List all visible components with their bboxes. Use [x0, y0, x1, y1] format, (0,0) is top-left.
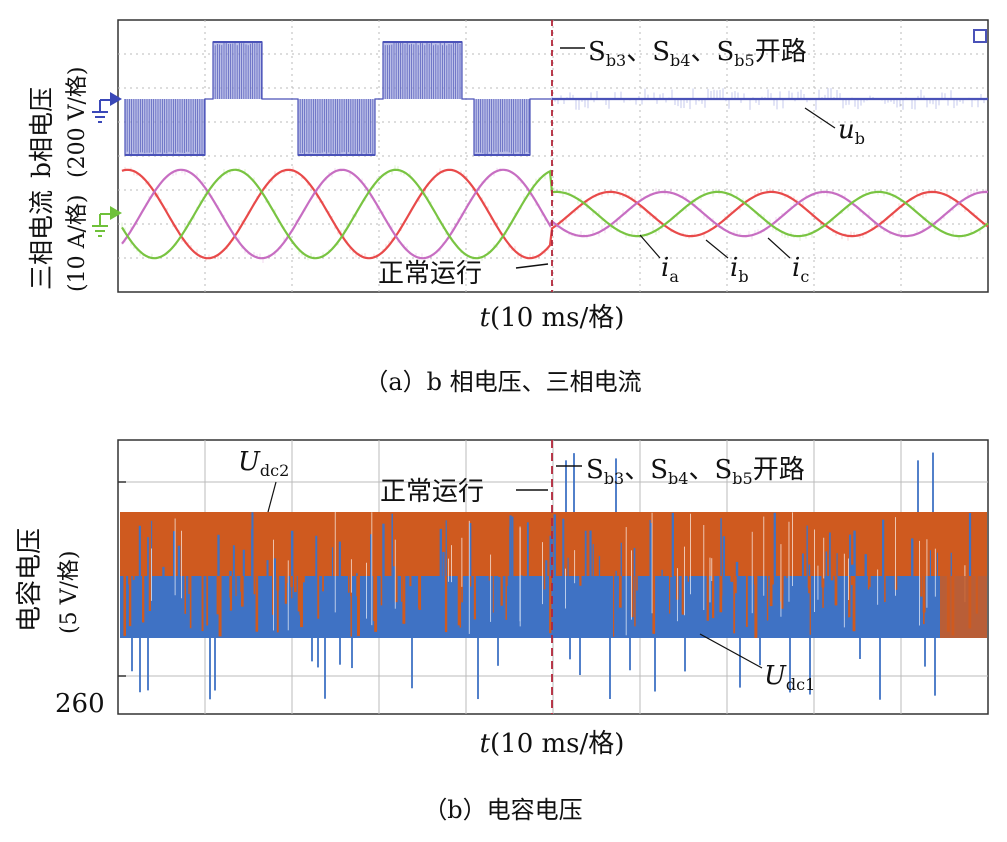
udc-traces [120, 452, 987, 700]
ylabel-left-2: (10 A/格) [65, 195, 90, 292]
udc2-late [940, 576, 987, 638]
xlabel-a-unit: (10 ms/格) [490, 303, 624, 333]
udc1-band [120, 576, 987, 638]
current-ground-marker [92, 206, 122, 237]
ylabel-b-group: 电容电压 [15, 528, 45, 632]
caption-a: （a）b 相电压、三相电流 [364, 368, 641, 396]
ub-ground-marker [92, 92, 122, 123]
udc2-leader [267, 481, 277, 513]
ylabel-left-1: 三相电流 [27, 190, 56, 290]
udc1-label: Udc1 [764, 661, 815, 694]
ylabel-right-1: b相电压 [27, 87, 56, 178]
scope-marker-icon [973, 29, 987, 43]
ic-leader [767, 237, 791, 259]
ylabel-right-group: (10 A/格) (200 V/格) [65, 67, 90, 292]
normal-leader-a [515, 263, 549, 269]
ytick-260: 260 [55, 689, 105, 719]
udc2-label: Udc2 [238, 447, 289, 480]
udc2-band [120, 512, 987, 576]
normal-annotation-a: 正常运行 [378, 259, 482, 289]
panel-b: 电容电压 (5 V/格) 260 正常运行 Sb3、Sb4、Sb5开路 Udc2… [15, 439, 989, 824]
ia-leader [639, 234, 661, 259]
ylabel-left-group: 三相电流 b相电压 [27, 87, 56, 290]
fault-annotation-a: Sb3、Sb4、Sb5开路 [588, 37, 807, 70]
xlabel-b: t(10 ms/格) [480, 729, 625, 759]
ylabel-right-2: (200 V/格) [65, 67, 90, 178]
ylabel-b-1: 电容电压 [15, 528, 45, 632]
ylabel-b-group-2: (5 V/格) [57, 551, 82, 634]
fault-annotation-a-text: Sb3、Sb4、Sb5开路 [588, 37, 807, 70]
ib-leader [705, 239, 729, 259]
ylabel-b-2: (5 V/格) [57, 551, 82, 634]
xlabel-a: t(10 ms/格) [480, 303, 625, 333]
panel-a: 三相电流 b相电压 (10 A/格) (200 V/格) Sb3、Sb4、Sb5… [27, 19, 989, 396]
ic-label: ic [792, 253, 809, 286]
normal-annotation-b: 正常运行 [380, 477, 484, 507]
ub-pwm-fill [474, 99, 530, 155]
current-traces [121, 165, 989, 263]
ic-trace [121, 168, 989, 260]
ia-trace [121, 168, 989, 260]
ub-trace [124, 41, 988, 156]
ib-trace [121, 168, 989, 260]
ub-label: ub [838, 115, 865, 148]
udc1-leader [699, 633, 763, 669]
ub-pwm-fill [298, 99, 375, 155]
ub-outline [124, 41, 552, 156]
caption-b: （b）电容电压 [423, 796, 582, 824]
ub-leader [804, 107, 836, 129]
ia-label: ia [661, 253, 679, 286]
ib-label: ib [730, 253, 749, 286]
